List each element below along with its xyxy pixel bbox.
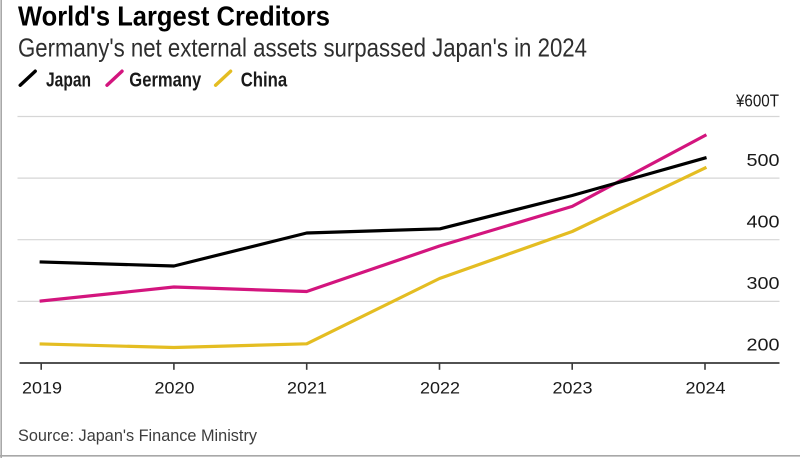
svg-text:2024: 2024: [686, 379, 726, 398]
svg-text:300: 300: [747, 273, 780, 293]
svg-text:500: 500: [747, 150, 780, 170]
svg-text:Source: Japan's Finance Minist: Source: Japan's Finance Ministry: [18, 426, 257, 445]
svg-text:Germany's net external assets: Germany's net external assets surpassed …: [18, 32, 587, 62]
svg-text:2022: 2022: [420, 379, 460, 398]
svg-text:¥600T: ¥600T: [735, 90, 779, 110]
svg-text:China: China: [241, 69, 288, 91]
svg-text:400: 400: [747, 212, 780, 232]
svg-text:2021: 2021: [287, 379, 327, 398]
svg-text:Japan: Japan: [46, 69, 91, 91]
svg-text:2023: 2023: [553, 379, 593, 398]
svg-text:200: 200: [747, 335, 780, 355]
svg-text:World's Largest Creditors: World's Largest Creditors: [18, 0, 330, 31]
svg-text:2020: 2020: [155, 379, 195, 398]
svg-text:2019: 2019: [22, 379, 62, 398]
svg-text:Germany: Germany: [129, 69, 202, 91]
